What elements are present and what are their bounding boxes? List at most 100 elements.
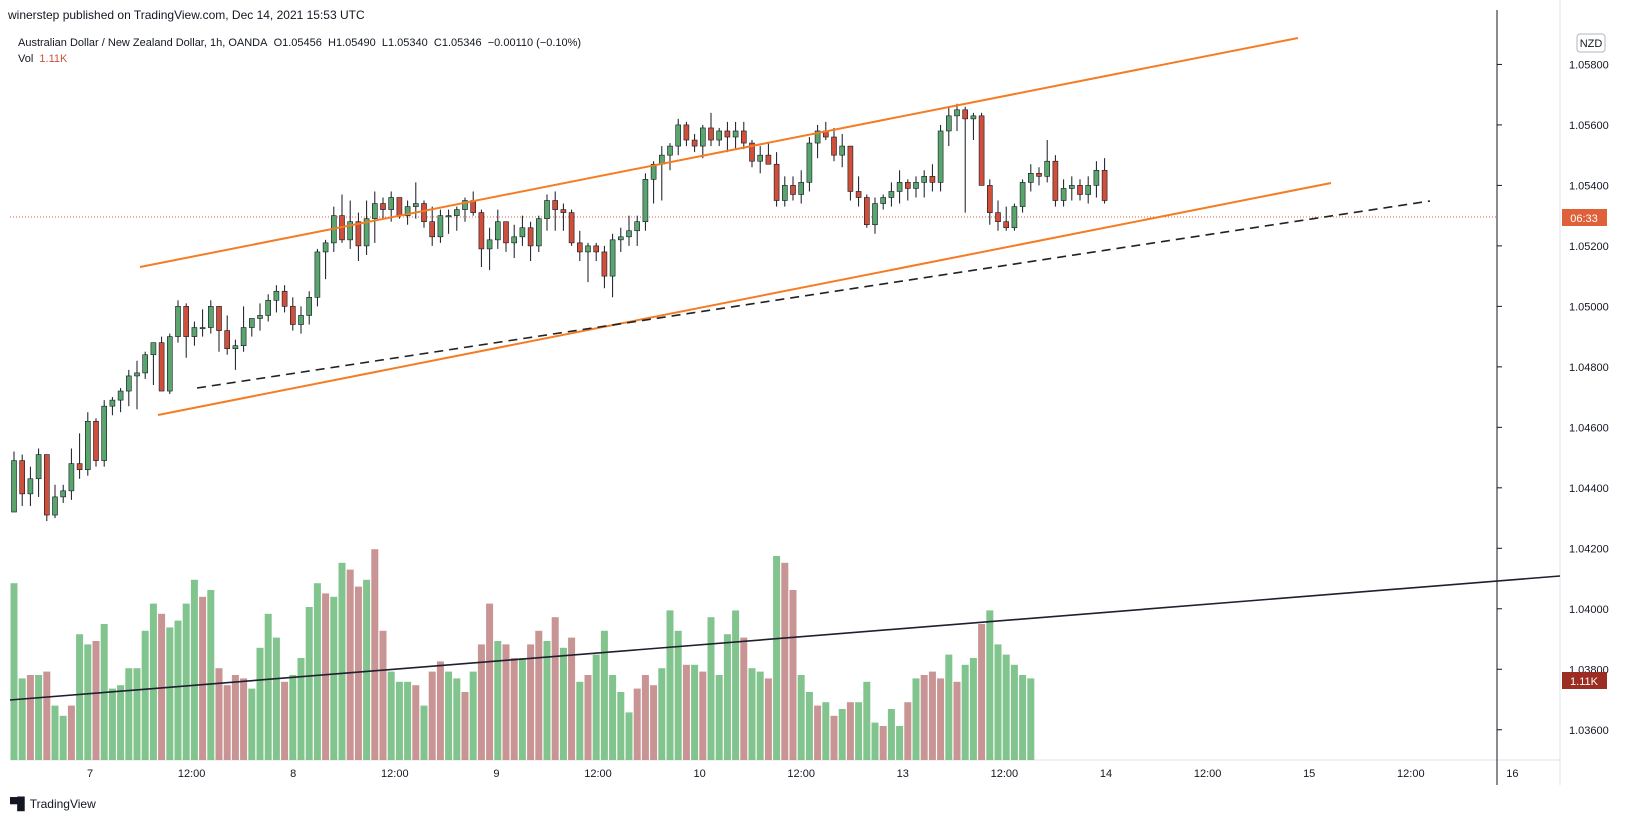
candle: [806, 137, 813, 192]
candle: [429, 206, 436, 246]
candle: [552, 191, 559, 231]
volume-bar: [166, 627, 174, 760]
candle-body: [535, 218, 542, 247]
candle: [896, 170, 903, 204]
volume-bar: [830, 715, 838, 760]
candle-body: [240, 327, 247, 346]
candle-body: [863, 197, 870, 226]
volume-bar: [838, 709, 846, 760]
candle-body: [675, 124, 682, 147]
candle: [191, 321, 198, 346]
volume-legend: Vol 1.11K: [18, 51, 581, 67]
volume-bar: [363, 579, 371, 760]
candle-body: [724, 130, 731, 138]
volume-bar: [732, 610, 740, 760]
candle-body: [937, 130, 944, 183]
volume-bar: [682, 664, 690, 760]
candle: [1101, 158, 1108, 204]
candle: [740, 121, 747, 150]
candle-body: [68, 463, 75, 492]
candle: [437, 209, 444, 243]
candle: [945, 106, 952, 147]
candle-body: [257, 315, 263, 319]
candle: [1069, 176, 1075, 201]
candle: [314, 248, 321, 307]
candle: [790, 176, 796, 201]
candle-body: [667, 145, 673, 156]
candle-body: [199, 327, 206, 330]
volume-bar: [978, 624, 986, 760]
candle: [1077, 179, 1083, 201]
candle: [134, 360, 140, 410]
time-tick-label: 10: [693, 768, 705, 780]
candle-body: [126, 375, 132, 392]
candle: [544, 194, 550, 231]
candle: [937, 124, 944, 192]
volume-bar: [322, 593, 330, 760]
candle: [52, 484, 58, 519]
volume-bar: [846, 702, 854, 760]
candle-body: [708, 127, 714, 141]
volume-bar: [617, 692, 625, 760]
candle-body: [273, 290, 280, 301]
volume-bar: [510, 658, 518, 760]
candle-body: [691, 139, 698, 147]
candle: [855, 176, 862, 207]
candle: [1060, 179, 1067, 207]
tradingview-logo[interactable]: ▀▊ TradingView: [10, 797, 96, 811]
candle: [142, 351, 148, 379]
candle-body: [437, 215, 444, 238]
volume-bar: [641, 675, 649, 760]
volume-bar: [756, 671, 764, 760]
time-tick-label: 9: [493, 768, 499, 780]
price-tick-label: 1.04800: [1569, 362, 1609, 374]
candle-body: [265, 300, 272, 316]
candle-body: [855, 191, 862, 198]
candle: [683, 121, 690, 147]
volume-bar: [945, 654, 953, 760]
candle: [716, 127, 723, 147]
dashed-support-line[interactable]: [196, 200, 1431, 389]
volume-bar: [346, 569, 354, 760]
candle: [765, 143, 772, 165]
volume-bar: [1010, 664, 1018, 760]
upper-channel-line[interactable]: [139, 37, 1299, 268]
volume-bar: [822, 702, 830, 760]
time-tick-label: 13: [897, 768, 909, 780]
volume-bar: [1019, 675, 1027, 760]
volume-bar: [240, 678, 248, 760]
volume-bar: [248, 688, 256, 760]
volume-bar: [609, 675, 617, 760]
candle-body: [970, 115, 977, 120]
candle: [847, 145, 854, 201]
candle-body: [781, 185, 788, 201]
open-value: O1.05456: [273, 37, 322, 49]
time-tick-label: 8: [290, 768, 296, 780]
candle: [421, 200, 427, 228]
volume-bar: [814, 705, 822, 760]
candle: [962, 106, 969, 213]
candle-body: [913, 182, 919, 189]
candle: [929, 164, 936, 192]
candle-body: [642, 179, 649, 222]
candle-body: [117, 390, 124, 401]
candle: [1085, 176, 1091, 204]
volume-bar: [10, 583, 18, 760]
candle-body: [322, 242, 329, 253]
candle: [798, 170, 805, 204]
volume-bar: [592, 654, 600, 760]
long-trend-line[interactable]: [9, 575, 1561, 701]
currency-badge[interactable]: [1576, 33, 1606, 53]
candle-body: [421, 203, 427, 222]
volume-bar: [26, 675, 34, 760]
time-tick-label: 12:00: [787, 768, 815, 780]
lower-channel-line[interactable]: [157, 182, 1332, 416]
volume-bar: [461, 692, 469, 760]
volume-bar: [543, 641, 551, 760]
low-value: L1.05340: [381, 37, 428, 49]
candle: [1093, 161, 1100, 198]
candle-body: [1077, 185, 1083, 195]
candle-body: [1101, 169, 1108, 201]
candle: [535, 215, 542, 252]
